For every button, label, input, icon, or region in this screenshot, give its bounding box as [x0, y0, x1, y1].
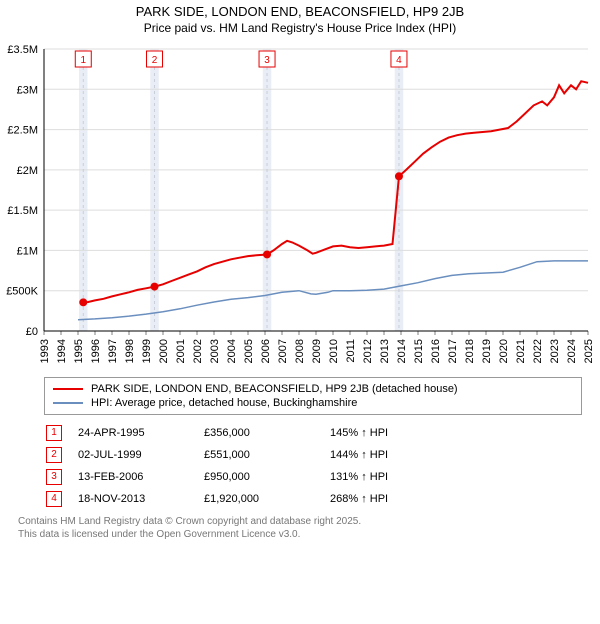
- table-row: 1 24-APR-1995£356,000145% ↑ HPI: [46, 423, 402, 443]
- svg-text:2025: 2025: [583, 339, 595, 363]
- svg-text:2007: 2007: [277, 339, 289, 363]
- table-row: 4 18-NOV-2013£1,920,000268% ↑ HPI: [46, 489, 402, 509]
- svg-text:2000: 2000: [158, 339, 170, 363]
- svg-text:3: 3: [264, 55, 270, 66]
- svg-text:1995: 1995: [73, 339, 85, 363]
- svg-text:£3.5M: £3.5M: [7, 44, 38, 56]
- sale-marker-box: 1: [46, 425, 62, 441]
- sale-vs-hpi: 268% ↑ HPI: [330, 489, 402, 509]
- svg-text:2003: 2003: [209, 339, 221, 363]
- attribution: Contains HM Land Registry data © Crown c…: [18, 515, 582, 541]
- svg-text:2012: 2012: [362, 339, 374, 363]
- chart-svg: 1 2 3 4 £0 £500K £1M £1.5M £2M £2.5M £3M £3.5M 1993 1…: [0, 41, 600, 371]
- sale-marker-box: 2: [46, 447, 62, 463]
- svg-text:£2.5M: £2.5M: [7, 125, 38, 137]
- legend-item: HPI: Average price, detached house, Buck…: [53, 396, 573, 410]
- svg-text:2021: 2021: [515, 339, 527, 363]
- svg-text:2011: 2011: [345, 339, 357, 363]
- chart-subtitle: Price paid vs. HM Land Registry's House …: [0, 21, 600, 35]
- svg-text:2016: 2016: [430, 339, 442, 363]
- svg-text:2004: 2004: [226, 339, 238, 363]
- svg-text:1999: 1999: [141, 339, 153, 363]
- svg-text:2010: 2010: [328, 339, 340, 363]
- table-row: 2 02-JUL-1999£551,000144% ↑ HPI: [46, 445, 402, 465]
- sale-marker-box: 4: [46, 491, 62, 507]
- sale-price: £950,000: [204, 467, 328, 487]
- chart-plot: 1 2 3 4 £0 £500K £1M £1.5M £2M £2.5M £3M £3.5M 1993 1…: [0, 41, 600, 371]
- sale-marker-box: 3: [46, 469, 62, 485]
- chart-header: PARK SIDE, LONDON END, BEACONSFIELD, HP9…: [0, 4, 600, 35]
- svg-text:£3M: £3M: [17, 84, 38, 96]
- legend-item: PARK SIDE, LONDON END, BEACONSFIELD, HP9…: [53, 382, 573, 396]
- legend: PARK SIDE, LONDON END, BEACONSFIELD, HP9…: [44, 377, 582, 415]
- svg-text:2014: 2014: [396, 339, 408, 363]
- svg-text:2002: 2002: [192, 339, 204, 363]
- svg-text:£1M: £1M: [17, 245, 38, 257]
- svg-text:£2M: £2M: [17, 165, 38, 177]
- svg-text:2005: 2005: [243, 339, 255, 363]
- svg-text:2023: 2023: [549, 339, 561, 363]
- svg-text:2019: 2019: [481, 339, 493, 363]
- sale-price: £551,000: [204, 445, 328, 465]
- legend-label: PARK SIDE, LONDON END, BEACONSFIELD, HP9…: [91, 383, 458, 395]
- svg-text:2024: 2024: [566, 339, 578, 363]
- svg-text:£500K: £500K: [6, 286, 38, 298]
- svg-text:£1.5M: £1.5M: [7, 205, 38, 217]
- svg-text:2001: 2001: [175, 339, 187, 363]
- sale-date: 24-APR-1995: [78, 423, 202, 443]
- svg-text:2008: 2008: [294, 339, 306, 363]
- sale-date: 02-JUL-1999: [78, 445, 202, 465]
- svg-text:1997: 1997: [107, 339, 119, 363]
- svg-text:£0: £0: [26, 326, 38, 338]
- svg-text:2015: 2015: [413, 339, 425, 363]
- svg-text:2018: 2018: [464, 339, 476, 363]
- svg-text:2: 2: [152, 55, 158, 66]
- attribution-line1: Contains HM Land Registry data © Crown c…: [18, 515, 582, 528]
- svg-text:2020: 2020: [498, 339, 510, 363]
- svg-text:2009: 2009: [311, 339, 323, 363]
- sales-table: 1 24-APR-1995£356,000145% ↑ HPI 2 02-JUL-19…: [44, 421, 404, 511]
- svg-text:2017: 2017: [447, 339, 459, 363]
- svg-text:2022: 2022: [532, 339, 544, 363]
- svg-text:1998: 1998: [124, 339, 136, 363]
- chart-title: PARK SIDE, LONDON END, BEACONSFIELD, HP9…: [0, 4, 600, 19]
- sale-price: £1,920,000: [204, 489, 328, 509]
- sale-date: 13-FEB-2006: [78, 467, 202, 487]
- legend-swatch: [53, 402, 83, 404]
- svg-text:2013: 2013: [379, 339, 391, 363]
- svg-text:1994: 1994: [56, 339, 68, 363]
- legend-swatch: [53, 388, 83, 390]
- attribution-line2: This data is licensed under the Open Gov…: [18, 528, 582, 541]
- svg-text:1996: 1996: [90, 339, 102, 363]
- sale-price: £356,000: [204, 423, 328, 443]
- svg-text:1: 1: [80, 55, 86, 66]
- legend-label: HPI: Average price, detached house, Buck…: [91, 397, 357, 409]
- sale-vs-hpi: 131% ↑ HPI: [330, 467, 402, 487]
- sale-vs-hpi: 145% ↑ HPI: [330, 423, 402, 443]
- sale-date: 18-NOV-2013: [78, 489, 202, 509]
- svg-text:1993: 1993: [39, 339, 51, 363]
- svg-text:2006: 2006: [260, 339, 272, 363]
- svg-text:4: 4: [396, 55, 402, 66]
- sale-vs-hpi: 144% ↑ HPI: [330, 445, 402, 465]
- table-row: 3 13-FEB-2006£950,000131% ↑ HPI: [46, 467, 402, 487]
